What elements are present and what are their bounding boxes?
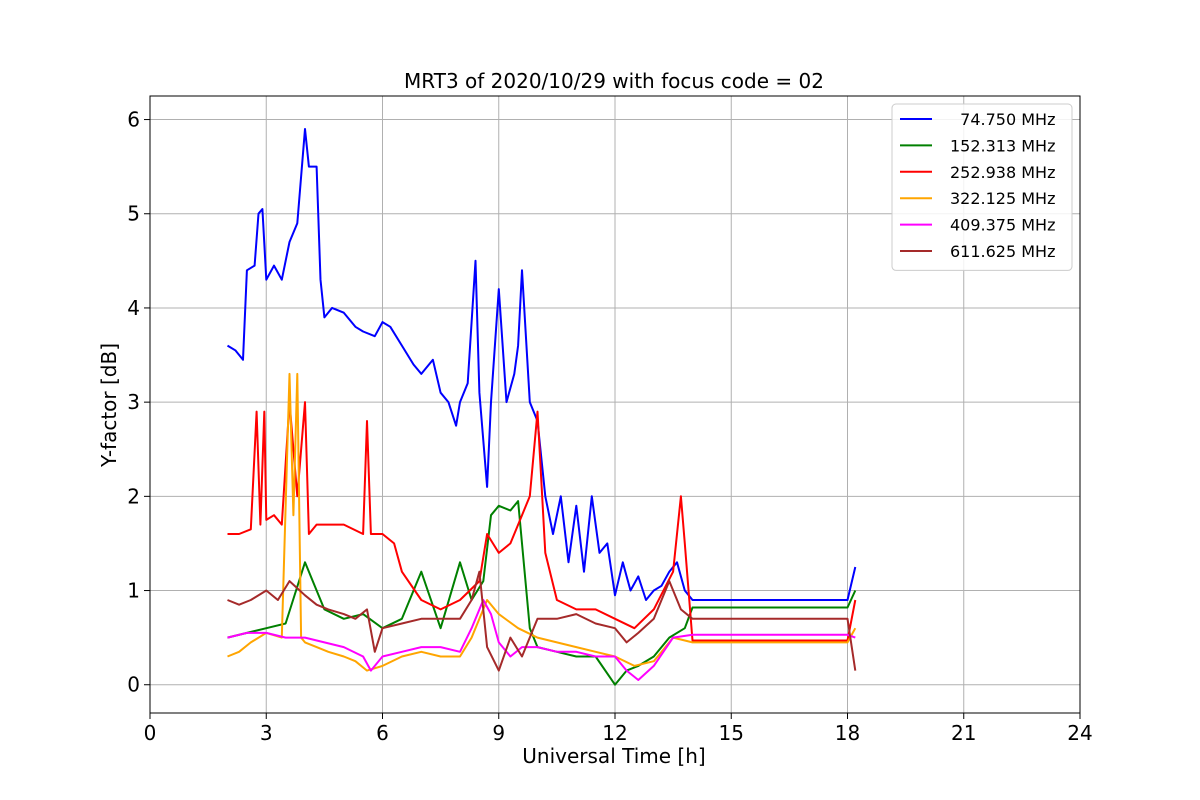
x-tick-label: 6 [376, 721, 389, 745]
legend-box [891, 103, 1073, 271]
legend-label: 252.938 MHz [950, 163, 1055, 182]
legend: 74.750 MHz 152.313 MHz 252.938 MHz 322.125 … [891, 103, 1073, 271]
x-tick-label: 9 [492, 721, 505, 745]
y-tick-label: 6 [127, 108, 140, 132]
series-line-1 [226, 128, 857, 601]
series-line-2 [227, 500, 857, 686]
legend-label: 322.125 MHz [950, 189, 1055, 208]
x-tick-label: 21 [951, 721, 976, 745]
legend-label: 611.625 MHz [950, 242, 1055, 261]
y-tick-label: 3 [127, 390, 140, 414]
series-layer [226, 128, 857, 686]
series-line-4 [227, 372, 857, 672]
x-axis-title: Universal Time [h] [522, 744, 705, 768]
y-axis-ticks: 0 1 2 3 4 5 6 [127, 108, 150, 697]
y-tick-label: 4 [127, 296, 140, 320]
x-tick-label: 15 [719, 721, 744, 745]
x-axis-ticks: 0 3 6 9 12 15 18 21 24 [144, 713, 1093, 745]
x-tick-label: 3 [260, 721, 273, 745]
y-tick-label: 5 [127, 202, 140, 226]
chart-title: MRT3 of 2020/10/29 with focus code = 02 [404, 69, 824, 93]
y-tick-label: 2 [127, 484, 140, 508]
y-axis-title: Y-factor [dB] [97, 343, 121, 468]
x-tick-label: 0 [144, 721, 157, 745]
x-tick-label: 24 [1067, 721, 1092, 745]
legend-label: 409.375 MHz [950, 216, 1055, 235]
legend-label: 152.313 MHz [950, 136, 1055, 155]
y-tick-label: 1 [127, 579, 140, 603]
series-line-6 [227, 570, 857, 672]
x-tick-label: 12 [602, 721, 627, 745]
y-tick-label: 0 [127, 673, 140, 697]
legend-label: 74.750 MHz [950, 110, 1055, 129]
series-line-3 [227, 401, 857, 642]
x-tick-label: 18 [835, 721, 860, 745]
series-line-5 [227, 599, 856, 681]
